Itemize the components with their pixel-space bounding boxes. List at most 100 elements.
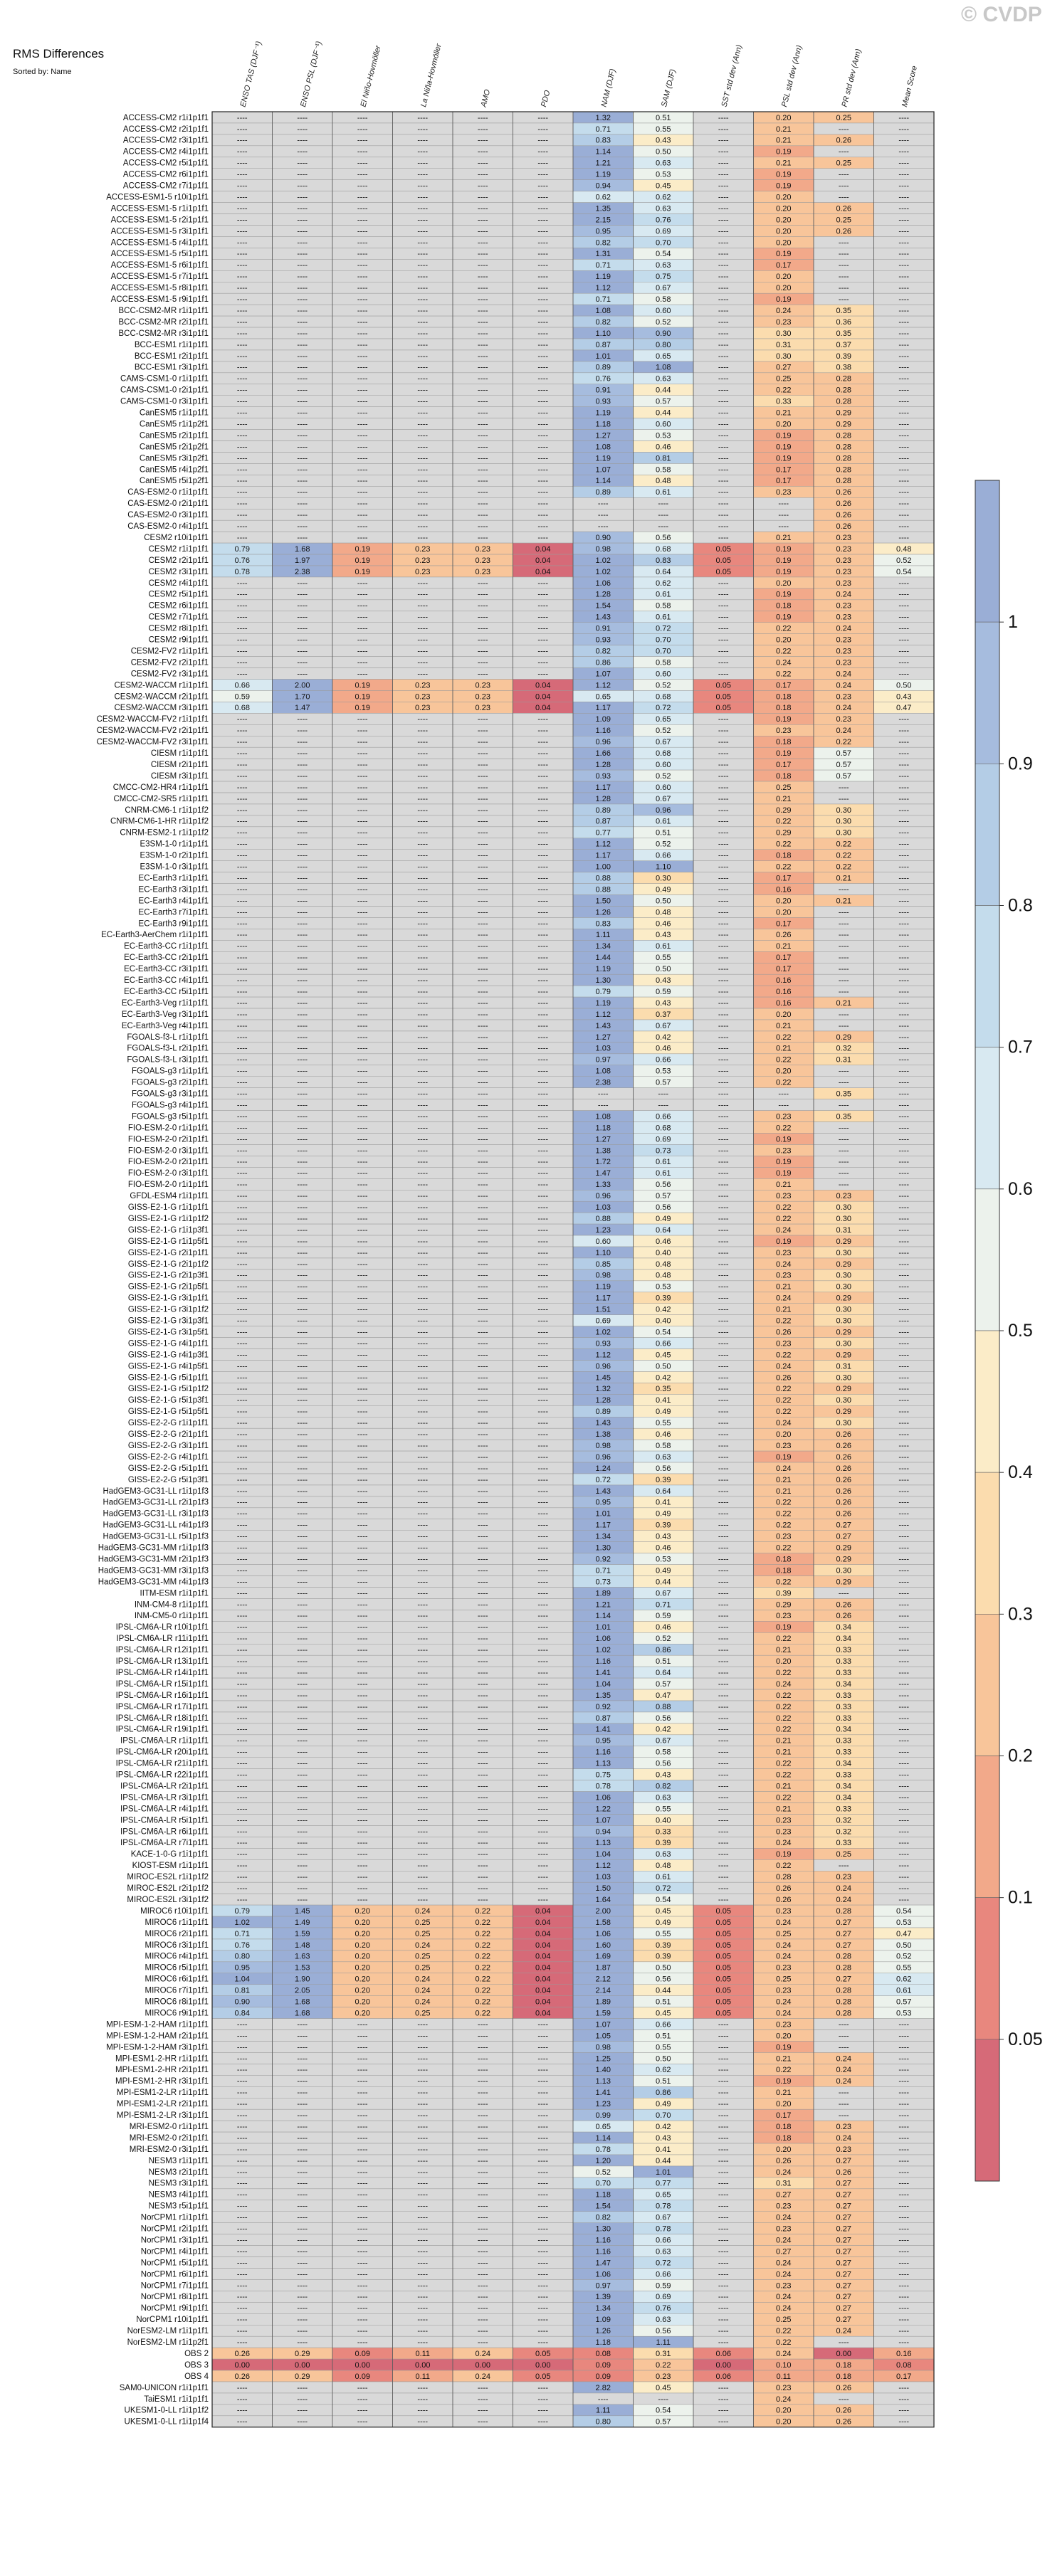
cell-value: ---- (297, 1896, 308, 1904)
cell-value: ---- (297, 1056, 308, 1065)
cell-value: ---- (357, 2270, 368, 2279)
cell-value: ---- (718, 182, 729, 191)
cell-value: 0.53 (656, 431, 671, 440)
cell-value: ---- (357, 420, 368, 428)
cell-value: ---- (237, 1499, 248, 1507)
cell-value: ---- (478, 1884, 488, 1893)
cell-value: ---- (478, 885, 488, 894)
cell-value: 0.29 (776, 806, 791, 815)
cell-value: ---- (478, 1339, 488, 1348)
row-label: NESM3 r2i1p1f1 (149, 2168, 209, 2177)
cell-value: ---- (537, 1362, 548, 1371)
cell-value: ---- (478, 625, 488, 633)
row-label: MIROC6 r4i1p1f1 (145, 1953, 209, 1961)
cell-value: 0.70 (656, 636, 671, 645)
cell-value: 0.23 (776, 1612, 791, 1620)
cell-value: ---- (357, 1124, 368, 1132)
cell-value: 0.57 (656, 1680, 671, 1689)
cell-value: ---- (478, 1703, 488, 1711)
row-label: GISS-E2-1-G r5i1p5f1 (128, 1408, 209, 1416)
cell-value: 0.05 (716, 2009, 731, 2017)
cell-value: ---- (297, 386, 308, 395)
cell-value: 0.09 (355, 2372, 370, 2381)
cell-value: ---- (417, 829, 428, 838)
cell-value: 0.28 (836, 386, 851, 395)
cell-value: 1.02 (596, 556, 611, 565)
cell-value: 1.00 (596, 863, 611, 872)
cell-value: 0.22 (836, 863, 851, 872)
cell-value: ---- (898, 976, 909, 985)
cell-value: ---- (898, 795, 909, 803)
cell-value: ---- (478, 2168, 488, 2177)
cell-value: ---- (478, 2054, 488, 2063)
cell-value: 0.00 (355, 2361, 370, 2370)
cell-value: ---- (417, 1453, 428, 1462)
cell-value: ---- (718, 148, 729, 157)
cell-value: ---- (297, 1544, 308, 1553)
cell-value: ---- (417, 1124, 428, 1132)
cell-value: 0.85 (596, 1260, 611, 1269)
cell-value: ---- (237, 2327, 248, 2335)
cell-value: ---- (357, 1862, 368, 1870)
cell-value: 0.63 (656, 261, 671, 270)
cell-value: ---- (718, 398, 729, 406)
cell-value: 0.27 (836, 1930, 851, 1938)
cell-value: ---- (898, 749, 909, 758)
cell-value: ---- (898, 931, 909, 939)
cell-value: 0.26 (836, 1442, 851, 1450)
cell-value: 0.29 (836, 1408, 851, 1416)
cell-value: 1.17 (596, 1521, 611, 1530)
row-label: IITM-ESM r1i1p1f1 (140, 1589, 209, 1598)
cell-value: ---- (898, 1805, 909, 1813)
cell-value: ---- (537, 1442, 548, 1450)
cell-value: 0.24 (776, 1918, 791, 1927)
cell-value: ---- (237, 840, 248, 849)
cell-value: 0.79 (596, 988, 611, 996)
cell-value: ---- (478, 2180, 488, 2188)
cell-value: 0.22 (476, 1907, 490, 1916)
column-header: SST std dev (Ann) (720, 43, 744, 107)
cell-value: 0.27 (836, 2236, 851, 2244)
cell-value: ---- (237, 454, 248, 463)
cell-value: ---- (537, 171, 548, 179)
cell-value: ---- (417, 1249, 428, 1257)
cell-value: 0.34 (836, 1760, 851, 1768)
cell-value: 0.76 (656, 216, 671, 224)
cell-value: 0.51 (656, 1998, 671, 2007)
cell-value: ---- (417, 738, 428, 746)
cell-value: 0.04 (535, 1953, 550, 1961)
cell-value: ---- (297, 409, 308, 418)
cell-value: ---- (898, 1487, 909, 1496)
cell-value: ---- (898, 897, 909, 905)
cell-value: ---- (478, 1521, 488, 1530)
cell-value: 0.23 (776, 1533, 791, 1541)
cell-value: ---- (417, 591, 428, 599)
cell-value: ---- (297, 364, 308, 372)
cell-value: ---- (357, 284, 368, 292)
cell-value: ---- (478, 227, 488, 236)
cell-value: ---- (839, 250, 849, 258)
cell-value: ---- (537, 806, 548, 815)
cell-value: ---- (898, 625, 909, 633)
cell-value: 0.58 (656, 602, 671, 611)
cell-value: ---- (417, 1272, 428, 1280)
cell-value: ---- (478, 352, 488, 361)
cell-value: 0.04 (535, 1975, 550, 1984)
cell-value: 1.27 (596, 1135, 611, 1144)
cell-value: 0.27 (836, 2316, 851, 2324)
cell-value: ---- (537, 1635, 548, 1643)
cell-value: ---- (297, 1623, 308, 1632)
cell-value: 0.39 (836, 352, 851, 361)
row-label: EC-Earth3-AerChem r1i1p1f1 (101, 931, 209, 939)
cell-value: ---- (417, 2270, 428, 2279)
cell-value: ---- (898, 1827, 909, 1836)
cell-value: ---- (718, 1737, 729, 1746)
cell-value: ---- (537, 2054, 548, 2063)
cell-value: ---- (297, 1612, 308, 1620)
cell-value: 0.27 (776, 364, 791, 372)
cell-value: ---- (537, 1805, 548, 1813)
row-label: NorCPM1 r8i1p1f1 (141, 2293, 209, 2301)
cell-value: ---- (898, 522, 909, 531)
cell-value: ---- (417, 1623, 428, 1632)
cell-value: ---- (718, 1146, 729, 1155)
